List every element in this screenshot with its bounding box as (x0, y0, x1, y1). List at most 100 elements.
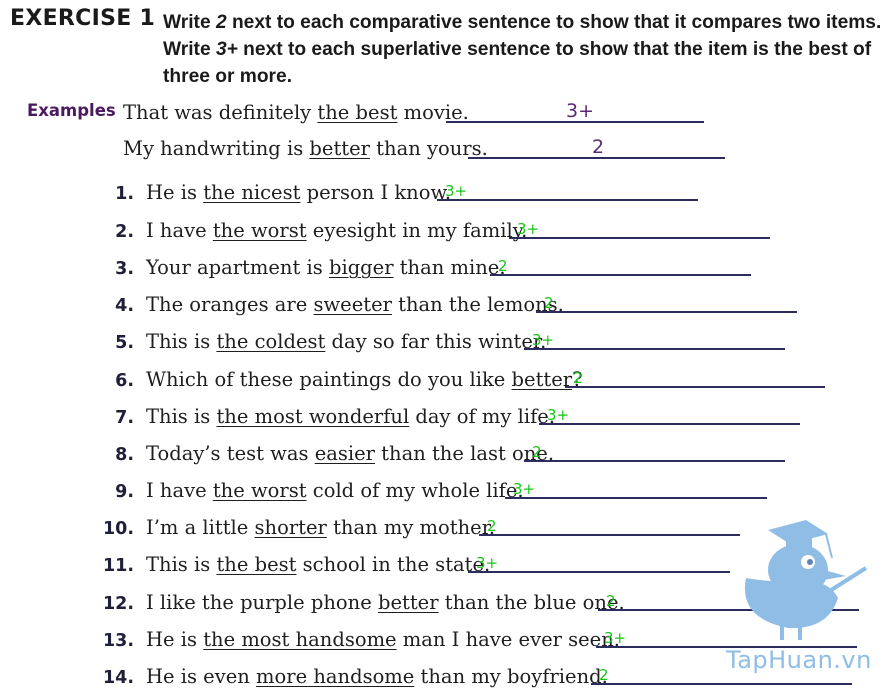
handwritten-answer[interactable]: 3+ (547, 406, 570, 424)
answer-line (591, 683, 852, 685)
item-number: 13. (102, 631, 134, 651)
sentence-text: I have (146, 219, 213, 242)
item-sentence: He is the most handsome man I have ever … (146, 628, 620, 651)
sentence-text: I like the purple phone (146, 591, 378, 614)
underlined-phrase: more handsome (256, 665, 415, 688)
instruction-number: 3+ (215, 39, 238, 60)
sentence-text: He is even (146, 665, 257, 688)
sentence-text: My handwriting is (123, 137, 310, 160)
item-number: 2. (115, 222, 134, 242)
item-sentence: This is the best school in the state. (146, 553, 490, 576)
example-answer: 2 (592, 136, 605, 158)
sentence-text: Which of these paintings do you like (146, 368, 512, 391)
handwritten-answer[interactable]: 2 (487, 517, 497, 535)
underlined-phrase: the most wonderful (216, 405, 410, 428)
underlined-phrase: the worst (212, 479, 307, 502)
item-sentence: He is even more handsome than my boyfrie… (146, 665, 608, 688)
item-number: 11. (102, 556, 134, 576)
item-number: 1. (115, 184, 134, 204)
item-sentence: This is the coldest day so far this wint… (146, 330, 546, 353)
item-number: 12. (102, 594, 134, 614)
example-sentence: My handwriting is better than yours. (123, 137, 488, 160)
handwritten-answer[interactable]: 3+ (532, 331, 555, 349)
item-sentence: Your apartment is bigger than mine. (146, 256, 506, 279)
sentence-text: eyesight in my family. (306, 219, 528, 242)
underlined-phrase: bigger (328, 256, 394, 279)
sentence-text: This is (146, 553, 217, 576)
sentence-text: person I know. (300, 181, 452, 204)
handwritten-answer[interactable]: 2 (532, 443, 542, 461)
examples-label: Examples (27, 101, 116, 120)
item-sentence: This is the most wonderful day of my lif… (146, 405, 555, 428)
sentence-text: Today’s test was (146, 442, 315, 465)
answer-line (536, 311, 797, 313)
item-sentence: I’m a little shorter than my mother. (146, 516, 495, 539)
sentence-text: than the last one. (374, 442, 555, 465)
item-sentence: I have the worst cold of my whole life. (146, 479, 524, 502)
handwritten-answer[interactable]: 3+ (604, 629, 627, 647)
sentence-text: than the lemons. (391, 293, 564, 316)
sentence-text: Your apartment is (146, 256, 329, 279)
item-number: 4. (115, 296, 134, 316)
instruction-text: Write (163, 12, 216, 33)
handwritten-answer[interactable]: 2 (573, 369, 583, 387)
item-number: 9. (115, 482, 134, 502)
instruction-text: next to each comparative sentence to sho… (226, 12, 882, 33)
answer-line (509, 237, 770, 239)
answer-line (490, 274, 751, 276)
handwritten-answer[interactable]: 2 (599, 666, 609, 684)
answer-line (596, 646, 857, 648)
handwritten-answer[interactable]: 2 (498, 257, 508, 275)
sentence-text: ? (572, 368, 583, 391)
answer-line (565, 386, 825, 388)
sentence-text: This is (146, 405, 217, 428)
item-number: 8. (115, 445, 134, 465)
sentence-text: than my boyfriend. (414, 665, 608, 688)
handwritten-answer[interactable]: 2 (544, 294, 554, 312)
item-sentence: Which of these paintings do you like bet… (146, 368, 583, 391)
example-sentence: That was definitely the best movie. (123, 101, 469, 124)
sentence-text: than yours. (369, 137, 488, 160)
sentence-text: than mine. (393, 256, 506, 279)
answer-line (446, 121, 704, 123)
instruction-text: next to each superlative sentence to sho… (163, 39, 872, 87)
handwritten-answer[interactable]: 3+ (445, 182, 468, 200)
bird-mascot-icon (744, 520, 868, 640)
underlined-phrase: the best (216, 553, 297, 576)
sentence-text: This is (146, 330, 217, 353)
handwritten-answer[interactable]: 3+ (476, 554, 499, 572)
item-sentence: I like the purple phone better than the … (146, 591, 625, 614)
instruction-text: Write (163, 39, 216, 60)
underlined-phrase: better (309, 137, 370, 160)
handwritten-answer[interactable]: 2 (606, 592, 616, 610)
answer-line (598, 609, 859, 611)
sentence-text: day of my life. (409, 405, 556, 428)
answer-line (479, 534, 740, 536)
answer-line (505, 497, 767, 499)
underlined-phrase: the worst (212, 219, 307, 242)
sentence-text: That was definitely (123, 101, 318, 124)
underlined-phrase: better (377, 591, 439, 614)
sentence-text: day so far this winter. (325, 330, 547, 353)
item-sentence: Today’s test was easier than the last on… (146, 442, 554, 465)
underlined-phrase: the coldest (216, 330, 326, 353)
underlined-phrase: sweeter (313, 293, 392, 316)
item-sentence: He is the nicest person I know. (146, 181, 451, 204)
underlined-phrase: the nicest (203, 181, 301, 204)
sentence-text: He is (146, 181, 204, 204)
example-answer: 3+ (566, 100, 595, 122)
item-number: 5. (115, 333, 134, 353)
underlined-phrase: the best (317, 101, 398, 124)
sentence-text: school in the state. (296, 553, 491, 576)
sentence-text: than my mother. (326, 516, 496, 539)
handwritten-answer[interactable]: 3+ (513, 480, 536, 498)
sentence-text: cold of my whole life. (306, 479, 524, 502)
handwritten-answer[interactable]: 3+ (517, 220, 540, 238)
answer-line (524, 460, 785, 462)
answer-line (468, 571, 730, 573)
instruction-number: 2 (215, 12, 227, 33)
exercise-title: EXERCISE 1 (10, 6, 156, 31)
item-sentence: The oranges are sweeter than the lemons. (146, 293, 564, 316)
sentence-text: man I have ever seen. (396, 628, 620, 651)
item-number: 3. (115, 259, 134, 279)
